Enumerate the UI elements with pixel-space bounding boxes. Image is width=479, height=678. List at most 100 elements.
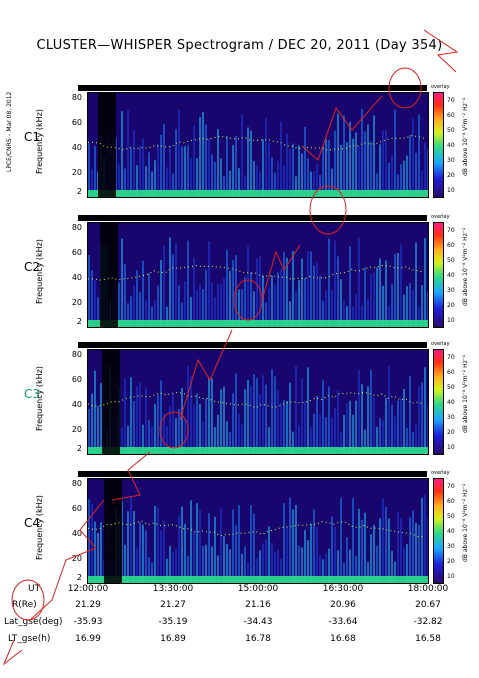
low-frequency-band xyxy=(88,576,428,583)
spectrogram-column xyxy=(412,510,414,583)
spectrogram-column xyxy=(262,543,264,583)
spectrogram-column xyxy=(169,145,171,197)
spectrogram-column xyxy=(316,262,318,327)
spectrogram-column xyxy=(265,302,267,327)
spectrogram-column xyxy=(391,404,393,454)
spectrogram-column xyxy=(247,246,249,327)
spectrogram-column xyxy=(370,273,372,327)
spectrogram-column xyxy=(148,152,150,197)
colorbar-tick: 30 xyxy=(447,287,455,294)
spectrogram-column xyxy=(199,284,201,327)
spectrogram-column xyxy=(352,306,354,327)
spectrogram-column xyxy=(187,240,189,327)
orbit-value: 20.96 xyxy=(330,600,356,610)
spectrogram-column xyxy=(295,365,297,454)
spectrogram-column xyxy=(277,160,279,197)
spectrogram-column xyxy=(388,305,390,327)
spectrogram-column xyxy=(334,407,336,454)
low-frequency-band xyxy=(88,320,428,327)
orbit-value: -32.82 xyxy=(413,617,443,627)
spectrogram-column xyxy=(277,549,279,583)
spectrogram-column xyxy=(409,135,411,197)
colorbar-tick: 60 xyxy=(447,242,455,249)
spectrogram-column xyxy=(274,376,276,454)
colorbar-tick: 40 xyxy=(447,399,455,406)
spectrogram-column xyxy=(127,303,129,327)
spectrogram-column xyxy=(163,123,165,197)
spectrogram-column xyxy=(181,146,183,197)
y-tick: 2 xyxy=(76,573,82,582)
orbit-value: 16.99 xyxy=(75,634,101,644)
spectrogram-column xyxy=(295,504,297,583)
spectrogram-column xyxy=(346,306,348,327)
y-tick: 40 xyxy=(71,529,82,538)
spectrogram-column xyxy=(259,256,261,327)
spectrogram-column xyxy=(166,167,168,197)
spectrogram-texture xyxy=(88,350,428,454)
spectrogram-column xyxy=(220,158,222,197)
spectrogram-column xyxy=(388,518,390,583)
spectrogram-column xyxy=(370,141,372,197)
orbit-value: 16.58 xyxy=(415,634,441,644)
spectrogram-column xyxy=(274,284,276,327)
spectrogram-column xyxy=(337,390,339,454)
spectrogram-column xyxy=(250,272,252,327)
spectrogram-column xyxy=(235,525,237,583)
spectrogram-column xyxy=(310,523,312,583)
colorbar-tick: 50 xyxy=(447,127,455,134)
spectrogram-column xyxy=(289,301,291,327)
colorbar-tick: 10 xyxy=(447,444,455,451)
spectrogram-column xyxy=(406,155,408,197)
spectrogram-column xyxy=(172,392,174,454)
spectrogram-column xyxy=(409,283,411,327)
orbit-value: 21.29 xyxy=(75,600,101,610)
spectrogram-column xyxy=(415,242,417,327)
spectrogram-column xyxy=(421,382,423,454)
spectrogram-column xyxy=(199,116,201,197)
spectrogram-column xyxy=(223,278,225,327)
spectrogram-column xyxy=(133,285,135,327)
spectrogram-column xyxy=(223,176,225,197)
spectrogram-column xyxy=(319,555,321,583)
spectrogram-column xyxy=(244,276,246,327)
spectrogram-column xyxy=(229,549,231,583)
spectrogram-column xyxy=(217,283,219,327)
overlay-tag: overlay xyxy=(431,341,450,347)
spectrogram-column xyxy=(211,154,213,197)
spectrogram-column xyxy=(184,523,186,583)
spectrogram-column xyxy=(409,517,411,583)
spectrogram-column xyxy=(172,254,174,327)
spectrogram-column xyxy=(166,306,168,327)
y-tick: 40 xyxy=(71,273,82,282)
panel-label-c3: C3 xyxy=(24,387,41,401)
y-tick: 80 xyxy=(71,93,82,102)
spectrogram-column xyxy=(322,380,324,454)
spectrogram-column xyxy=(301,378,303,454)
y-tick: 2 xyxy=(76,444,82,453)
spectrogram-column xyxy=(325,290,327,327)
spectrogram-column xyxy=(208,240,210,327)
status-strip xyxy=(78,471,427,477)
spectrogram-column xyxy=(403,388,405,454)
spectrogram-column xyxy=(349,549,351,583)
spectrogram-column xyxy=(400,518,402,583)
spectrogram-column xyxy=(247,379,249,454)
spectrogram-column xyxy=(331,516,333,583)
orbit-label: R(Re) xyxy=(12,600,37,610)
spectrogram-c2 xyxy=(87,222,429,328)
status-strip xyxy=(78,215,427,221)
spectrogram-column xyxy=(91,503,93,583)
spectrogram-column xyxy=(142,138,144,197)
spectrogram-column xyxy=(157,395,159,454)
colorbar-tick: 40 xyxy=(447,528,455,535)
spectrogram-column xyxy=(250,505,252,583)
spectrogram-column xyxy=(268,142,270,197)
chart-title: CLUSTER—WHISPER Spectrogram / DEC 20, 20… xyxy=(36,38,443,53)
spectrogram-column xyxy=(367,124,369,197)
spectrogram-column xyxy=(211,282,213,327)
spectrogram-column xyxy=(241,424,243,454)
y-axis-label: Frequency (kHz) xyxy=(35,239,44,304)
spectrogram-column xyxy=(229,432,231,454)
colorbar-tick: 70 xyxy=(447,227,455,234)
spectrogram-column xyxy=(283,503,285,583)
